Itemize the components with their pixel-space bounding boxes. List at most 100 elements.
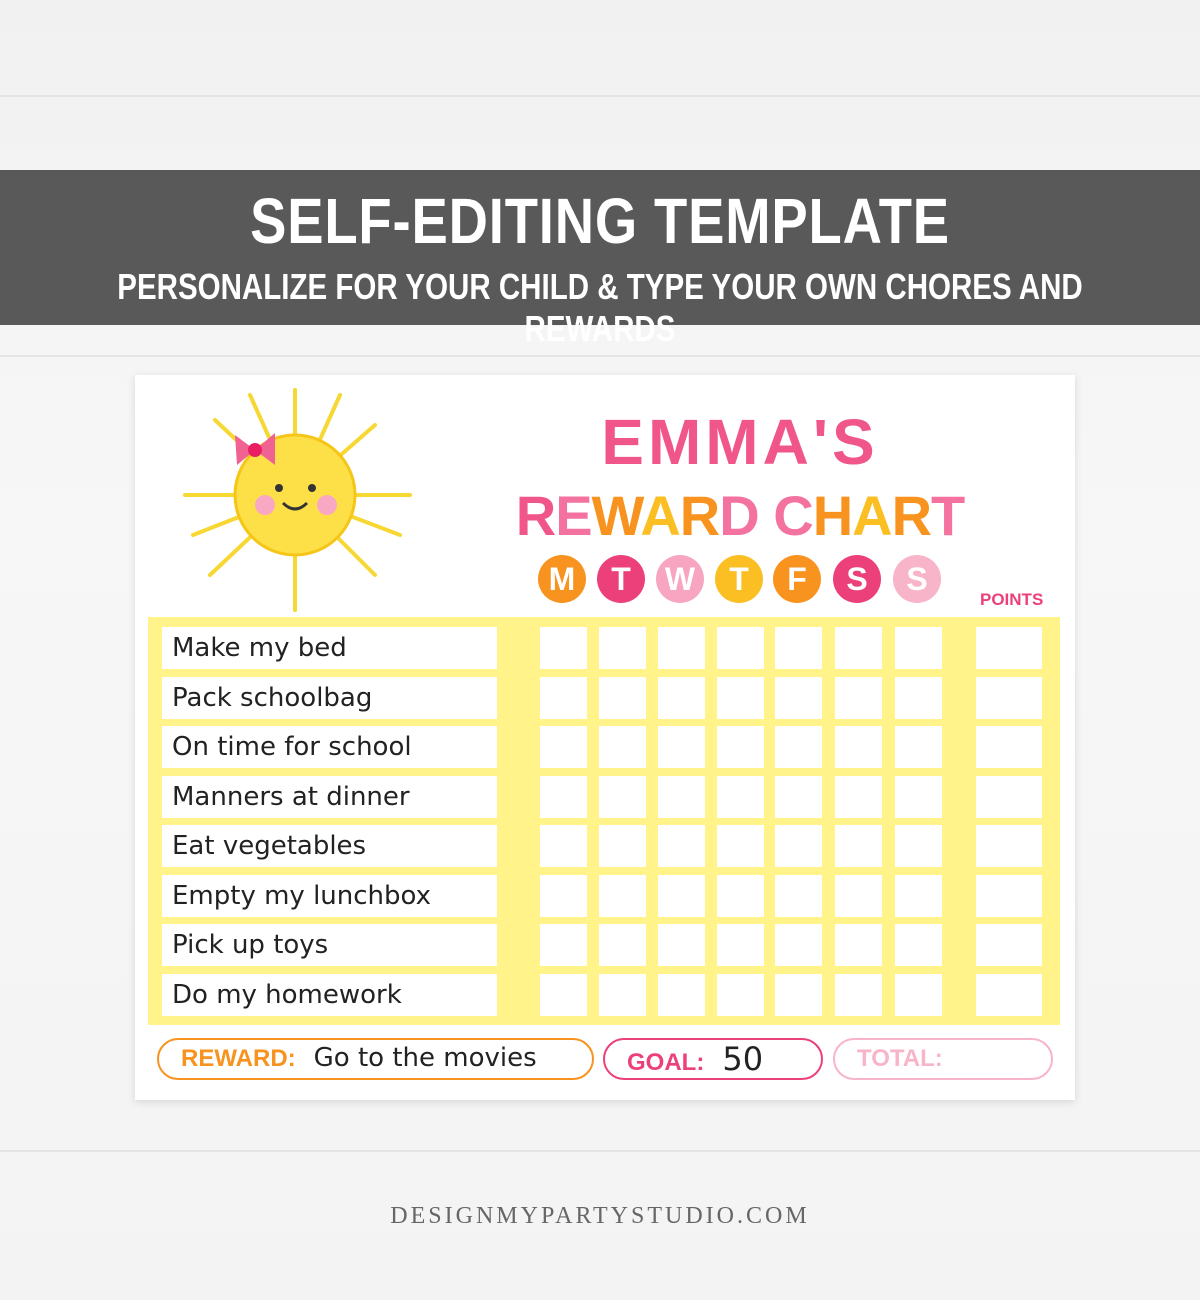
chore-label: On time for school xyxy=(162,726,497,768)
day-header: W xyxy=(656,555,704,603)
check-cell xyxy=(835,627,882,669)
check-cell xyxy=(599,825,646,867)
check-cell xyxy=(717,627,764,669)
check-cell xyxy=(540,775,587,818)
check-cell xyxy=(775,627,822,669)
day-header: M xyxy=(538,555,586,603)
check-cell xyxy=(540,874,587,917)
check-cell xyxy=(717,874,764,917)
day-header: T xyxy=(597,555,645,603)
goal-label: GOAL: xyxy=(627,1049,705,1076)
sun-illustration xyxy=(183,388,412,612)
day-header: T xyxy=(715,555,763,603)
points-cell xyxy=(976,775,1042,818)
reward-box: REWARD: Go to the movies xyxy=(157,1038,594,1080)
points-cell xyxy=(976,924,1042,966)
check-cell xyxy=(599,775,646,818)
check-cell xyxy=(717,973,764,1016)
check-cell xyxy=(895,726,942,768)
reward-value: Go to the movies xyxy=(313,1043,537,1073)
check-cell xyxy=(895,924,942,966)
check-cell xyxy=(775,775,822,818)
day-header: F xyxy=(773,555,821,603)
points-cell xyxy=(976,726,1042,768)
plank xyxy=(0,355,1200,357)
footer-url: DESIGNMYPARTYSTUDIO.COM xyxy=(390,1203,810,1229)
points-cell xyxy=(976,973,1042,1016)
banner: SELF-EDITING TEMPLATE PERSONALIZE FOR YO… xyxy=(0,170,1200,349)
total-box: TOTAL: xyxy=(833,1038,1053,1080)
chart-title: REWARD CHART xyxy=(515,484,966,547)
check-cell xyxy=(835,874,882,917)
check-cell xyxy=(835,973,882,1016)
check-cell xyxy=(658,825,705,867)
points-cell xyxy=(976,825,1042,867)
points-header: POINTS xyxy=(980,590,1044,609)
check-cell xyxy=(835,726,882,768)
plank xyxy=(0,95,1200,97)
points-cell xyxy=(976,676,1042,719)
banner-title: SELF-EDITING TEMPLATE xyxy=(250,185,950,257)
check-cell xyxy=(599,627,646,669)
check-cell xyxy=(599,676,646,719)
banner-subtitle: PERSONALIZE FOR YOUR CHILD & TYPE YOUR O… xyxy=(117,266,1083,349)
chore-label: Manners at dinner xyxy=(162,775,497,818)
chore-label: Empty my lunchbox xyxy=(162,874,497,917)
check-cell xyxy=(717,924,764,966)
chore-label: Do my homework xyxy=(162,973,497,1016)
check-cell xyxy=(658,676,705,719)
chore-label: Pack schoolbag xyxy=(162,676,497,719)
child-name: EMMA'S xyxy=(601,406,879,478)
check-cell xyxy=(775,726,822,768)
check-cell xyxy=(717,825,764,867)
reward-label: REWARD: xyxy=(181,1045,296,1072)
check-cell xyxy=(895,874,942,917)
day-header: S xyxy=(833,555,881,603)
check-cell xyxy=(835,924,882,966)
check-cell xyxy=(540,825,587,867)
check-cell xyxy=(540,726,587,768)
points-cell xyxy=(976,627,1042,669)
check-cell xyxy=(717,726,764,768)
check-cell xyxy=(658,924,705,966)
check-cell xyxy=(835,825,882,867)
check-cell xyxy=(835,775,882,818)
check-cell xyxy=(599,874,646,917)
check-cell xyxy=(658,627,705,669)
goal-box: GOAL: 50 xyxy=(603,1038,823,1080)
total-label: TOTAL: xyxy=(857,1045,943,1072)
check-cell xyxy=(895,676,942,719)
check-cell xyxy=(775,924,822,966)
check-cell xyxy=(658,775,705,818)
check-cell xyxy=(775,874,822,917)
check-cell xyxy=(775,676,822,719)
check-cell xyxy=(775,825,822,867)
plank xyxy=(0,1150,1200,1152)
check-cell xyxy=(599,924,646,966)
day-header: S xyxy=(893,555,941,603)
chore-grid: Make my bed Pack schoolbag On time for sch… xyxy=(148,617,1060,1025)
check-cell xyxy=(599,726,646,768)
chore-label: Make my bed xyxy=(162,627,497,669)
check-cell xyxy=(540,676,587,719)
check-cell xyxy=(540,924,587,966)
check-cell xyxy=(658,874,705,917)
check-cell xyxy=(717,676,764,719)
points-cell xyxy=(976,874,1042,917)
goal-value: 50 xyxy=(722,1040,764,1078)
chore-label: Eat vegetables xyxy=(162,825,497,867)
check-cell xyxy=(540,627,587,669)
chore-label: Pick up toys xyxy=(162,924,497,966)
check-cell xyxy=(658,726,705,768)
check-cell xyxy=(895,973,942,1016)
check-cell xyxy=(775,973,822,1016)
check-cell xyxy=(895,825,942,867)
check-cell xyxy=(895,627,942,669)
check-cell xyxy=(658,973,705,1016)
check-cell xyxy=(895,775,942,818)
check-cell xyxy=(835,676,882,719)
check-cell xyxy=(540,973,587,1016)
check-cell xyxy=(717,775,764,818)
